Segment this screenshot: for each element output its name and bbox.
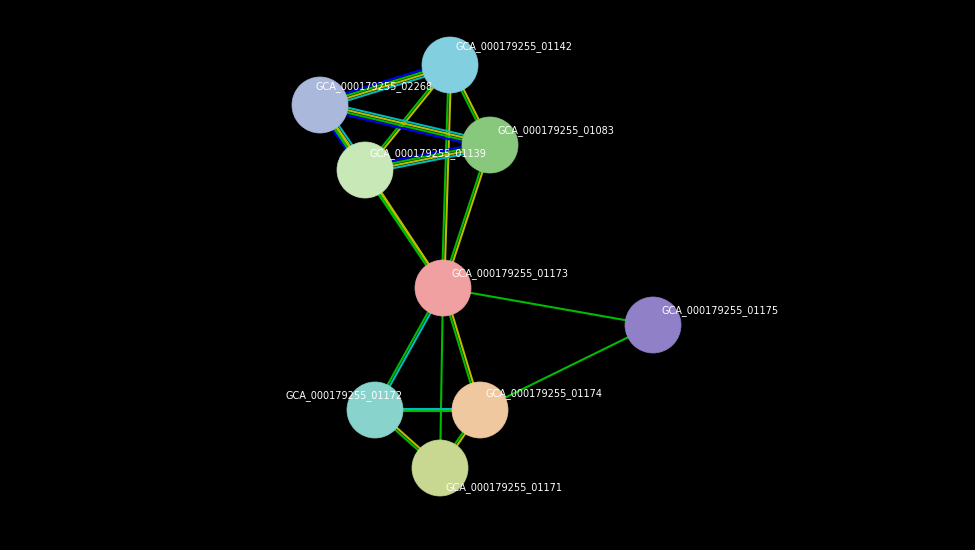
Text: GCA_000179255_01174: GCA_000179255_01174 <box>485 388 602 399</box>
Circle shape <box>415 260 471 316</box>
Circle shape <box>337 142 393 198</box>
Text: GCA_000179255_01083: GCA_000179255_01083 <box>498 125 615 136</box>
Text: GCA_000179255_01172: GCA_000179255_01172 <box>285 390 402 402</box>
Text: GCA_000179255_01142: GCA_000179255_01142 <box>455 42 572 52</box>
Circle shape <box>452 382 508 438</box>
Circle shape <box>422 37 478 93</box>
Circle shape <box>347 382 403 438</box>
Text: GCA_000179255_01173: GCA_000179255_01173 <box>451 268 568 279</box>
Circle shape <box>462 117 518 173</box>
Text: GCA_000179255_02268: GCA_000179255_02268 <box>315 81 432 92</box>
Text: GCA_000179255_01175: GCA_000179255_01175 <box>661 306 778 316</box>
Circle shape <box>292 77 348 133</box>
Text: GCA_000179255_01171: GCA_000179255_01171 <box>445 482 562 493</box>
Text: GCA_000179255_01139: GCA_000179255_01139 <box>370 148 487 159</box>
Circle shape <box>412 440 468 496</box>
Circle shape <box>625 297 681 353</box>
